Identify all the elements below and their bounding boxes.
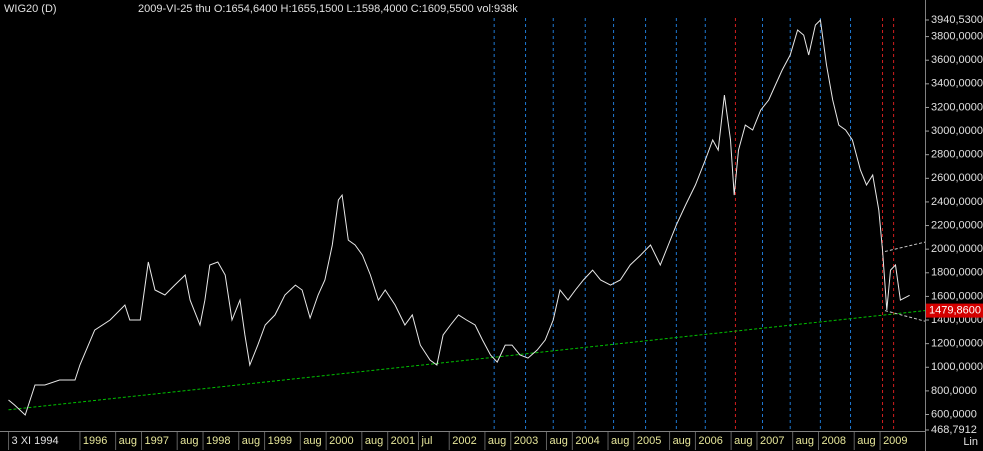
y-tick-label: 3400,0000 — [931, 78, 983, 90]
y-tick-label: 3200,0000 — [931, 101, 983, 113]
y-tick-label: 3600,0000 — [931, 54, 983, 66]
x-tick-label: aug — [488, 435, 506, 447]
trendline — [8, 310, 926, 411]
x-tick-label: aug — [242, 435, 260, 447]
x-tick-label: 2008 — [822, 435, 846, 447]
y-tick-label: 3800,0000 — [931, 31, 983, 43]
x-tick-label: jul — [420, 435, 432, 447]
y-tick-label: 800,0000 — [931, 385, 977, 397]
x-tick-label: aug — [611, 435, 629, 447]
y-tick-label: 1800,0000 — [931, 267, 983, 279]
y-tick-label: 1000,0000 — [931, 361, 983, 373]
trendline — [884, 241, 926, 252]
y-tick-label: 468,7912 — [931, 424, 977, 436]
x-tick-label: aug — [857, 435, 875, 447]
y-tick-label: 2200,0000 — [931, 219, 983, 231]
quote-info: 2009-VI-25 thu O:1654,6400 H:1655,1500 L… — [138, 3, 518, 15]
y-tick-label: 3000,0000 — [931, 125, 983, 137]
x-tick-label: 2009 — [883, 435, 907, 447]
x-tick-label: aug — [180, 435, 198, 447]
x-tick-label: 3 XI 1994 — [12, 435, 59, 447]
y-tick-label: 2600,0000 — [931, 172, 983, 184]
x-tick-label: aug — [673, 435, 691, 447]
x-tick-label: 2000 — [329, 435, 353, 447]
price-marker-label: 1479,8600 — [929, 305, 981, 317]
x-tick-label: 2002 — [452, 435, 476, 447]
y-tick-label: 1600,0000 — [931, 290, 983, 302]
x-tick-label: 2001 — [391, 435, 415, 447]
y-tick-label: 2400,0000 — [931, 196, 983, 208]
x-tick-label: aug — [796, 435, 814, 447]
chart-title: WIG20 (D) — [4, 3, 57, 15]
price-marker-box — [926, 303, 983, 318]
x-tick-label: aug — [549, 435, 567, 447]
y-tick-label: 2800,0000 — [931, 149, 983, 161]
x-tick-label: 2005 — [637, 435, 661, 447]
x-tick-label: aug — [365, 435, 383, 447]
x-tick-label: 2006 — [698, 435, 722, 447]
x-tick-label: 2003 — [514, 435, 538, 447]
x-tick-label: 1998 — [206, 435, 230, 447]
scale-label: Lin — [963, 436, 978, 448]
x-tick-label: 2007 — [760, 435, 784, 447]
y-tick-label: 1200,0000 — [931, 338, 983, 350]
y-tick-label: 600,0000 — [931, 408, 977, 420]
x-tick-label: aug — [119, 435, 137, 447]
y-tick-label: 3940,5300 — [931, 14, 983, 26]
price-line — [8, 19, 910, 416]
x-tick-label: 1997 — [144, 435, 168, 447]
y-tick-label: 2000,0000 — [931, 243, 983, 255]
x-tick-label: 1996 — [83, 435, 107, 447]
x-tick-label: aug — [303, 435, 321, 447]
x-tick-label: aug — [734, 435, 752, 447]
x-tick-label: 1999 — [268, 435, 292, 447]
x-tick-label: 2004 — [575, 435, 599, 447]
trendline — [884, 310, 926, 322]
